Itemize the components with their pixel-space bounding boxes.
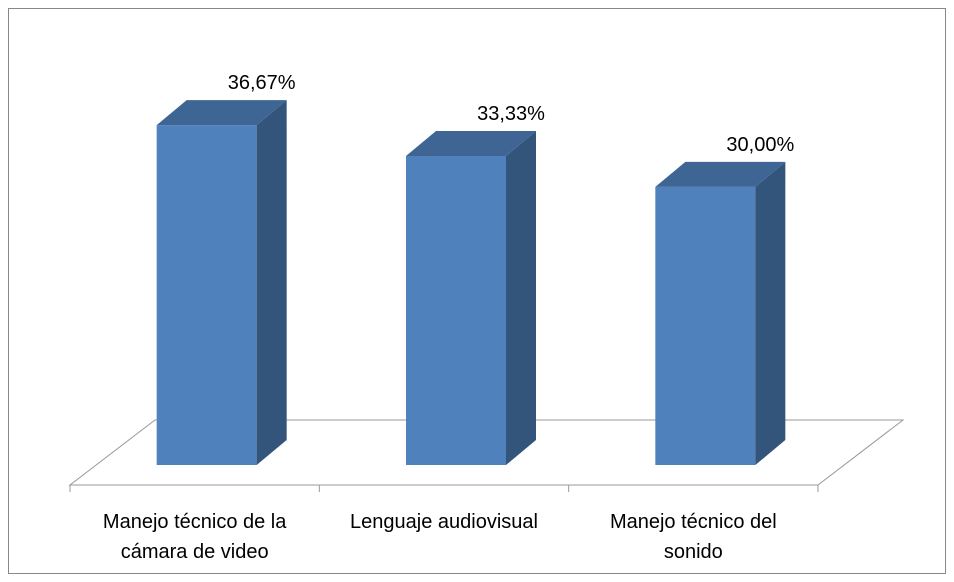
bar-side bbox=[256, 100, 287, 466]
bar-top bbox=[655, 161, 786, 187]
bar-front bbox=[406, 156, 506, 466]
value-label: 33,33% bbox=[477, 103, 545, 125]
bar-side bbox=[506, 131, 536, 466]
value-label: 36,67% bbox=[228, 72, 296, 94]
x-tick-label: Lenguaje audiovisual bbox=[350, 511, 538, 533]
bar-top bbox=[406, 131, 536, 157]
bar-side bbox=[755, 161, 786, 465]
bar bbox=[655, 161, 786, 465]
chart-border bbox=[8, 8, 946, 574]
bar-front bbox=[156, 125, 257, 466]
value-label: 30,00% bbox=[726, 134, 794, 156]
bar bbox=[406, 131, 536, 466]
x-tick-label: Manejo técnico del sonido bbox=[609, 511, 777, 563]
bar-top bbox=[156, 100, 287, 126]
x-tick-label: Manejo técnico de la cámara de video bbox=[102, 511, 287, 563]
bar bbox=[156, 100, 287, 466]
bar-front bbox=[655, 186, 756, 465]
